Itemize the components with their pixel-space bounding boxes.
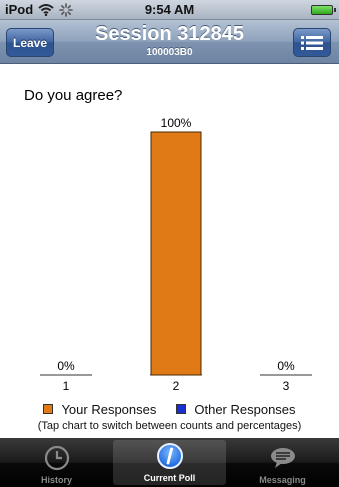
results-chart[interactable]: 0% 1 100% 2 0% 3 (0, 110, 339, 410)
list-icon (301, 35, 323, 50)
wifi-icon (38, 3, 54, 16)
tab-messaging[interactable]: Messaging (226, 438, 339, 487)
category-label-2: 2 (173, 379, 180, 393)
legend-other-responses: Other Responses (176, 401, 296, 417)
status-bar: iPod 9:54 AM (0, 0, 339, 20)
category-label-1: 1 (63, 379, 70, 393)
bar-your-2 (150, 131, 202, 376)
menu-button[interactable] (293, 28, 331, 57)
session-title: Session 312845 (95, 23, 244, 45)
carrier-label: iPod (5, 2, 34, 17)
chart-legend: Your Responses Other Responses (0, 401, 339, 417)
tab-messaging-label: Messaging (259, 475, 306, 485)
chart-hint: (Tap chart to switch between counts and … (37, 420, 302, 432)
tab-bar: History Current Poll (0, 438, 339, 487)
poll-question: Do you agree? (24, 87, 123, 104)
data-label-3: 0% (277, 359, 295, 373)
tab-history-label: History (40, 475, 72, 485)
category-label-3: 3 (283, 379, 290, 393)
navigation-bar: Leave Session 312845 100003B0 (0, 20, 339, 64)
legend-your-label: Your Responses (61, 401, 157, 417)
info-icon (155, 441, 185, 471)
clock-icon (42, 443, 72, 473)
legend-your-responses: Your Responses (43, 402, 156, 417)
data-label-1: 0% (57, 359, 75, 373)
other-responses-swatch (176, 404, 187, 414)
battery-icon (311, 5, 336, 15)
data-label-2: 100% (161, 116, 192, 130)
speech-bubble-icon (268, 443, 298, 473)
tab-current-poll-label: Current Poll (143, 473, 196, 483)
tab-history[interactable]: History (0, 438, 113, 487)
session-subtitle: 100003B0 (146, 47, 193, 58)
tab-current-poll[interactable]: Current Poll (113, 440, 226, 485)
legend-other-label: Other Responses (194, 401, 296, 417)
your-responses-swatch (43, 404, 54, 414)
leave-button[interactable]: Leave (6, 28, 54, 57)
activity-spinner-icon (59, 2, 73, 17)
clock-time: 9:54 AM (144, 2, 195, 17)
